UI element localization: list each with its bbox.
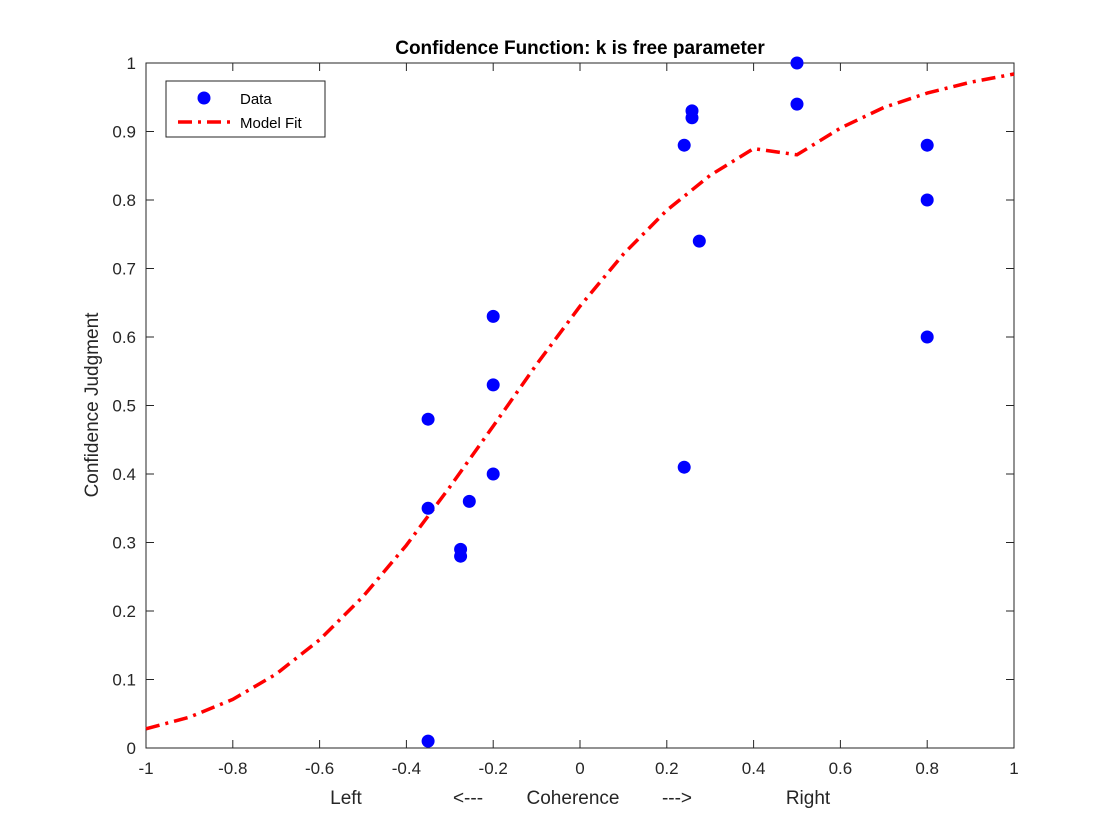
- series-layer: [145, 56, 1015, 748]
- x-axis-label-right-arrow: --->: [662, 788, 692, 809]
- x-axis-label: Left <--- Coherence ---> Right: [330, 788, 831, 809]
- y-tick-label: 1: [127, 54, 136, 73]
- data-point: [462, 494, 476, 508]
- y-tick-label: 0.2: [112, 602, 136, 621]
- chart-title: Confidence Function: k is free parameter: [395, 38, 765, 59]
- x-tick-label: 0: [575, 759, 584, 778]
- x-tick-label: 0.8: [915, 759, 939, 778]
- data-point: [790, 56, 804, 70]
- x-tick-label: -0.4: [392, 759, 421, 778]
- x-tick-label: 0.2: [655, 759, 679, 778]
- model-fit-line: [145, 72, 1015, 731]
- x-tick-label: -1: [138, 759, 153, 778]
- x-axis-label-right: Right: [786, 788, 831, 809]
- data-point: [920, 330, 934, 344]
- plot-area: [145, 62, 1015, 749]
- y-tick-label: 0.8: [112, 191, 136, 210]
- data-point: [790, 97, 804, 111]
- y-tick-label: 0: [127, 739, 136, 758]
- legend-data-label: Data: [240, 91, 272, 108]
- data-point: [486, 467, 500, 481]
- data-point: [486, 309, 500, 323]
- legend-data-marker: [197, 91, 211, 105]
- y-tick-label: 0.9: [112, 123, 136, 142]
- y-axis-ticks: 0 0.1 0.2 0.3 0.4 0.5 0.6 0.7 0.8 0.9 1: [112, 54, 1014, 758]
- data-point: [677, 138, 691, 152]
- x-axis-label-coherence: Coherence: [527, 788, 620, 809]
- data-point: [692, 234, 706, 248]
- x-tick-label: -0.8: [218, 759, 247, 778]
- data-point: [421, 734, 435, 748]
- data-point: [685, 104, 699, 118]
- y-tick-label: 0.1: [112, 671, 136, 690]
- x-tick-label: 0.6: [829, 759, 853, 778]
- legend-model-fit-label: Model Fit: [240, 115, 303, 132]
- x-tick-label: -0.2: [479, 759, 508, 778]
- data-point: [421, 412, 435, 426]
- y-tick-label: 0.5: [112, 397, 136, 416]
- data-point: [920, 193, 934, 207]
- data-point: [454, 542, 468, 556]
- y-tick-label: 0.4: [112, 465, 136, 484]
- x-axis-label-left-arrow: <---: [453, 788, 483, 809]
- legend-box: [165, 80, 326, 138]
- x-tick-label: 1: [1009, 759, 1018, 778]
- y-tick-label: 0.7: [112, 260, 136, 279]
- data-point: [486, 378, 500, 392]
- data-point: [677, 460, 691, 474]
- x-tick-label: -0.6: [305, 759, 334, 778]
- y-tick-label: 0.3: [112, 534, 136, 553]
- y-axis-label: Confidence Judgment: [82, 312, 103, 498]
- x-axis-ticks: -1 -0.8 -0.6 -0.4 -0.2 0 0.2 0.4 0.6 0.8 1: [138, 63, 1019, 778]
- legend: Data Model Fit: [165, 80, 326, 138]
- data-point: [920, 138, 934, 152]
- data-point: [421, 501, 435, 515]
- x-tick-label: 0.4: [742, 759, 766, 778]
- x-axis-label-left: Left: [330, 788, 362, 809]
- y-tick-label: 0.6: [112, 328, 136, 347]
